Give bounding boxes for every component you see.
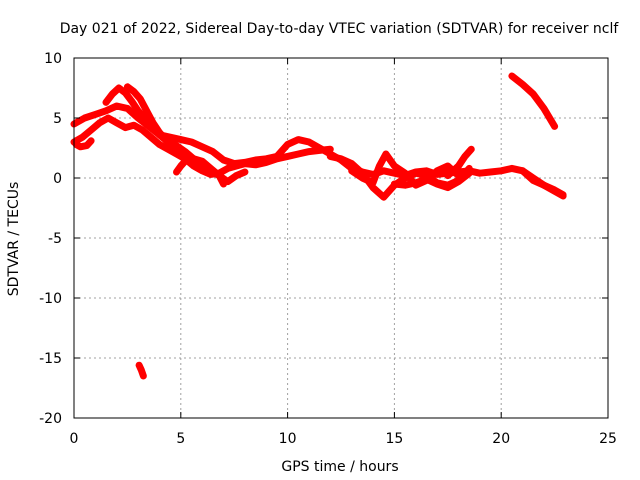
x-tick-label: 15 [385, 431, 403, 447]
axis-ticks: 0 5 10 15 20 25 10 5 0 -5 -10 -15 -20 [39, 51, 617, 447]
y-tick-label: 5 [53, 111, 62, 127]
y-tick-label: -5 [48, 231, 62, 247]
trace-10 [444, 145, 475, 180]
y-tick-label: -10 [39, 291, 62, 307]
y-tick-label: 0 [53, 171, 62, 187]
x-tick-label: 10 [279, 431, 297, 447]
trace-5 [72, 137, 95, 151]
x-tick-label: 0 [70, 431, 79, 447]
data-traces [70, 72, 567, 380]
trace-12 [519, 167, 567, 199]
y-tick-label: -15 [39, 351, 62, 367]
y-tick-label: 10 [44, 51, 62, 67]
trace-6 [173, 155, 193, 176]
trace-8 [348, 150, 462, 189]
trace-9 [390, 169, 473, 192]
trace-11 [508, 72, 559, 130]
trace-13 [135, 361, 147, 380]
y-tick-label: -20 [39, 411, 62, 427]
trace-2 [70, 114, 334, 178]
x-tick-label: 25 [599, 431, 617, 447]
y-axis-label: SDTVAR / TECUs [6, 182, 22, 297]
x-tick-label: 20 [492, 431, 510, 447]
chart-title: Day 021 of 2022, Sidereal Day-to-day VTE… [60, 21, 620, 37]
x-axis-label: GPS time / hours [281, 459, 398, 475]
grid-lines [74, 58, 608, 418]
x-tick-label: 5 [176, 431, 185, 447]
trace-4 [123, 83, 227, 188]
